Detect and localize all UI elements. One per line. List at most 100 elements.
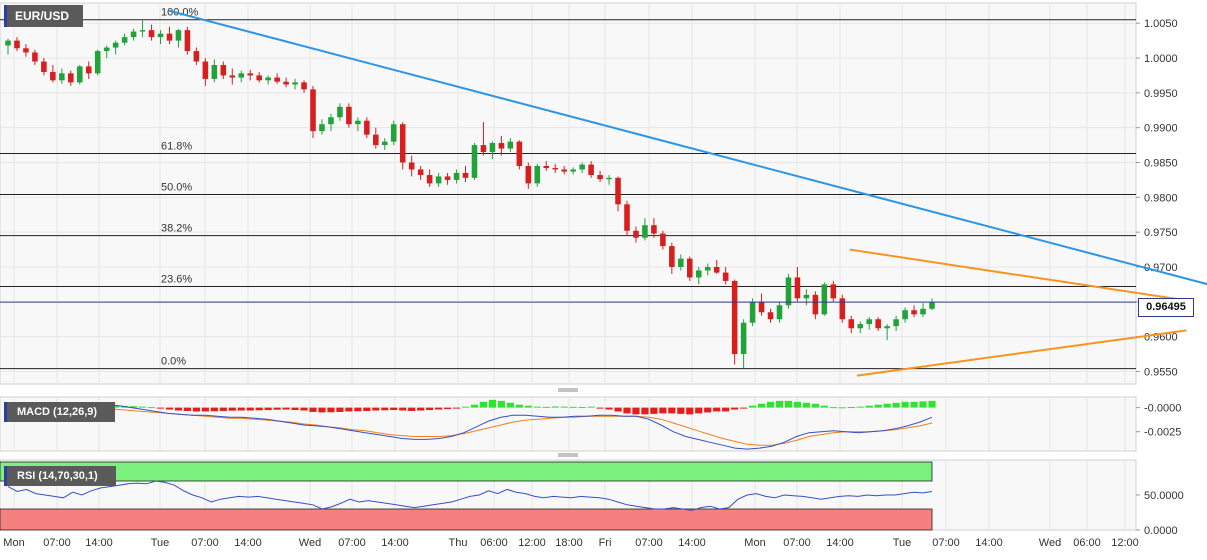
x-tick-label: 07:00 [783,537,811,549]
triangle-upper-line [849,248,1187,302]
rsi-badge[interactable]: RSI (14,70,30,1) [4,466,116,486]
candle-body [758,301,765,313]
macd-histogram-bar [417,407,425,411]
macd-histogram-bar [901,401,909,408]
macd-histogram-bar [802,402,810,408]
candle-body [274,77,280,82]
candle-body [785,277,792,306]
x-tick-label: 07:00 [932,537,960,549]
macd-histogram-bar [668,407,676,414]
descending-trendline [168,9,1207,286]
symbol-badge[interactable]: EUR/USD [4,5,84,27]
macd-histogram-bar [731,407,739,410]
candle-body [920,308,926,315]
candle-body [238,73,245,78]
macd-histogram-bar [291,407,299,411]
candle-body [830,284,837,299]
x-tick-label: 18:00 [555,537,583,549]
macd-histogram-bar [112,405,120,408]
candle-body [193,51,200,62]
candle-body [803,294,810,299]
macd-histogram-bar [381,407,389,411]
price-tick-label: 0.9950 [1144,88,1178,100]
candle-body [184,30,191,52]
candle-body [552,168,559,170]
x-tick-label: Wed [299,537,321,549]
macd-histogram-bar [919,401,927,408]
candle-body [740,322,747,355]
candle-body [561,169,567,172]
x-tick-label: 06:00 [480,537,508,549]
candle-body [687,258,693,278]
macd-histogram-bar [192,407,200,412]
candle-body [148,30,155,38]
candle-body [68,73,74,83]
candle-body [41,61,47,72]
candle-body [5,40,11,46]
macd-histogram-bar [488,399,497,408]
macd-histogram-bar [533,406,541,408]
macd-histogram-bar [596,407,604,409]
macd-histogram-bar [363,407,371,411]
macd-histogram-bar [327,407,335,413]
x-tick-label: Thu [449,537,468,549]
macd-histogram-bar [300,407,308,411]
candle-body [157,33,164,38]
candle-body [310,89,316,132]
candle-body [85,66,92,74]
macd-histogram-bar [704,407,712,413]
x-tick-label: Mon [744,537,765,549]
macd-histogram-bar [426,407,434,411]
macd-histogram-bar [461,406,470,408]
candle-body [283,81,289,85]
macd-histogram-bar [524,405,532,408]
macd-badge[interactable]: MACD (12,26,9) [4,402,116,422]
macd-histogram-bar [479,401,488,408]
fib-level-label: 0.0% [161,356,186,368]
candle-body [202,61,209,79]
rsi-line [7,480,933,511]
candle-body [929,302,935,309]
candle-body [678,258,684,267]
candle-body [579,164,585,170]
macd-histogram-bar [210,407,218,412]
x-tick-label: 06:00 [1073,537,1101,549]
candle-body [435,176,442,184]
candle-body [588,164,594,176]
macd-histogram-bar [443,407,452,410]
macd-histogram-bar [910,401,918,408]
price-tick-label: 0.9800 [1144,192,1178,204]
x-tick-label: Mon [3,537,24,549]
macd-histogram-bar [865,405,873,408]
macd-histogram-bar [452,407,461,409]
fib-level-label: 38.2% [161,223,192,235]
macd-histogram-bar [928,400,936,408]
macd-histogram-bar [399,407,407,411]
macd-histogram-bar [784,400,793,408]
candle-body [597,175,603,180]
candle-body [130,31,137,38]
candle-body [247,73,253,76]
price-tick-label: 0.9700 [1144,262,1178,274]
macd-line [8,403,933,450]
candle-body [767,312,774,320]
price-tick-label: 0.9850 [1144,158,1178,170]
x-tick-label: 14:00 [381,537,409,549]
macd-histogram-bar [686,407,694,415]
current-price-tag: 0.96495 [1138,298,1194,317]
macd-histogram-bar [201,407,209,412]
candle-body [543,165,550,169]
macd-histogram-bar [847,407,855,409]
candle-body [399,124,406,163]
macd-histogram-bar [130,406,138,408]
x-tick-label: 07:00 [338,537,366,549]
candle-body [32,52,38,62]
candle-body [256,75,262,81]
candle-body [642,225,648,238]
candle-body [23,48,29,53]
candle-body [166,33,173,41]
candle-body [848,319,855,329]
price-tick-label: 1.0000 [1144,53,1178,65]
macd-histogram-bar [506,402,514,408]
